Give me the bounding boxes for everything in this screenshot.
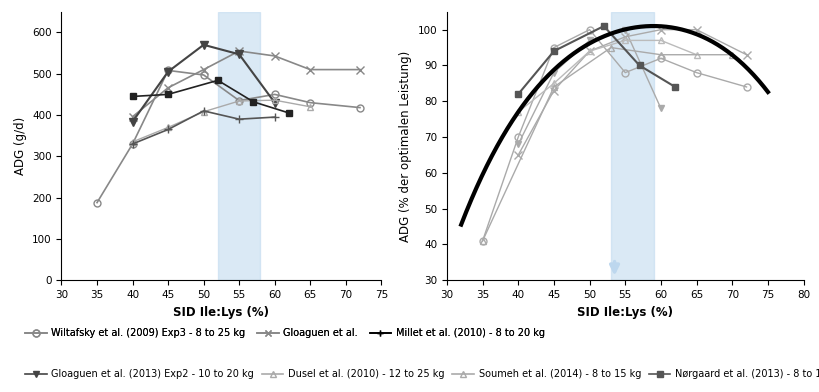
Legend: Wiltafsky et al. (2009) Exp3 - 8 to 25 kg, Gloaguen et al., Millet et al. (2010): Wiltafsky et al. (2009) Exp3 - 8 to 25 k…: [21, 324, 548, 342]
Bar: [218, 12, 260, 280]
Legend: Gloaguen et al. (2013) Exp2 - 10 to 20 kg, Dusel et al. (2010) - 12 to 25 kg, So: Gloaguen et al. (2013) Exp2 - 10 to 20 k…: [21, 365, 819, 383]
X-axis label: SID Ile:Lys (%): SID Ile:Lys (%): [173, 305, 269, 319]
Y-axis label: ADG (% der optimalen Leistung): ADG (% der optimalen Leistung): [399, 51, 411, 241]
Bar: [610, 12, 653, 280]
X-axis label: SID Ile:Lys (%): SID Ile:Lys (%): [577, 305, 672, 319]
Y-axis label: ADG (g/d): ADG (g/d): [14, 117, 26, 175]
